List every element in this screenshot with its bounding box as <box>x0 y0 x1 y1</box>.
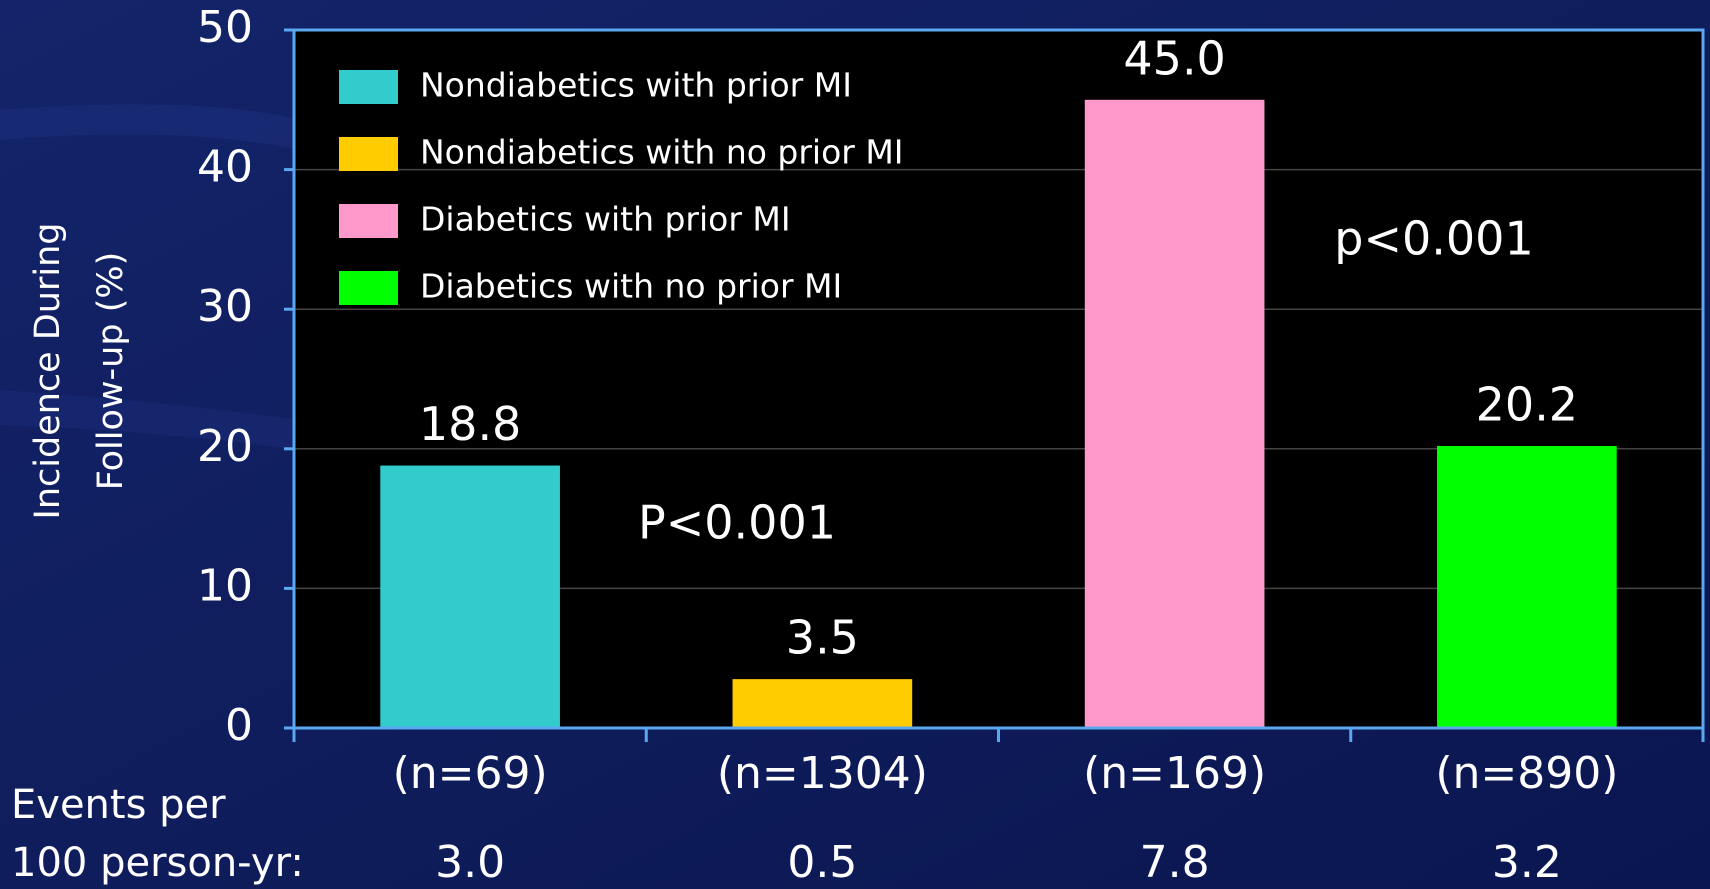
value-label: 18.8 <box>419 397 521 451</box>
y-tick-label: 50 <box>197 2 253 53</box>
legend-swatch <box>339 271 398 305</box>
legend-swatch <box>339 137 398 171</box>
events-label: Events per <box>11 782 226 828</box>
x-tick-label: (n=890) <box>1435 748 1618 799</box>
y-tick-label: 10 <box>197 560 253 611</box>
y-tick-label: 20 <box>197 421 253 472</box>
events-label: 100 person-yr: <box>11 840 304 886</box>
legend-label: Diabetics with no prior MI <box>420 267 842 306</box>
y-axis-label: Follow-up (%) <box>91 252 131 491</box>
background-streak <box>0 104 300 150</box>
y-axis-label: Incidence During <box>28 223 68 520</box>
events-value: 7.8 <box>1140 837 1210 888</box>
legend-label: Diabetics with prior MI <box>420 200 791 239</box>
value-label: 3.5 <box>786 611 859 665</box>
x-tick-label: (n=169) <box>1083 748 1266 799</box>
annotation: p<0.001 <box>1334 212 1533 266</box>
value-label: 20.2 <box>1476 378 1578 432</box>
value-label: 45.0 <box>1123 31 1225 85</box>
x-tick-label: (n=1304) <box>717 748 928 799</box>
legend-label: Nondiabetics with no prior MI <box>420 133 904 172</box>
bar <box>732 679 913 728</box>
y-tick-label: 30 <box>197 281 253 332</box>
y-tick-label: 0 <box>225 700 253 751</box>
background-streak <box>0 390 300 450</box>
plot <box>294 99 1703 729</box>
events-value: 3.2 <box>1492 837 1562 888</box>
legend-swatch <box>339 204 398 238</box>
legend-swatch <box>339 70 398 104</box>
y-tick-label: 40 <box>197 142 253 193</box>
bar <box>380 465 560 728</box>
events-value: 3.0 <box>435 837 505 888</box>
bar <box>1084 99 1265 729</box>
bar <box>1437 446 1617 728</box>
x-tick-label: (n=69) <box>393 748 548 799</box>
events-value: 0.5 <box>787 837 857 888</box>
annotation: P<0.001 <box>638 496 836 550</box>
legend-label: Nondiabetics with prior MI <box>420 66 852 105</box>
